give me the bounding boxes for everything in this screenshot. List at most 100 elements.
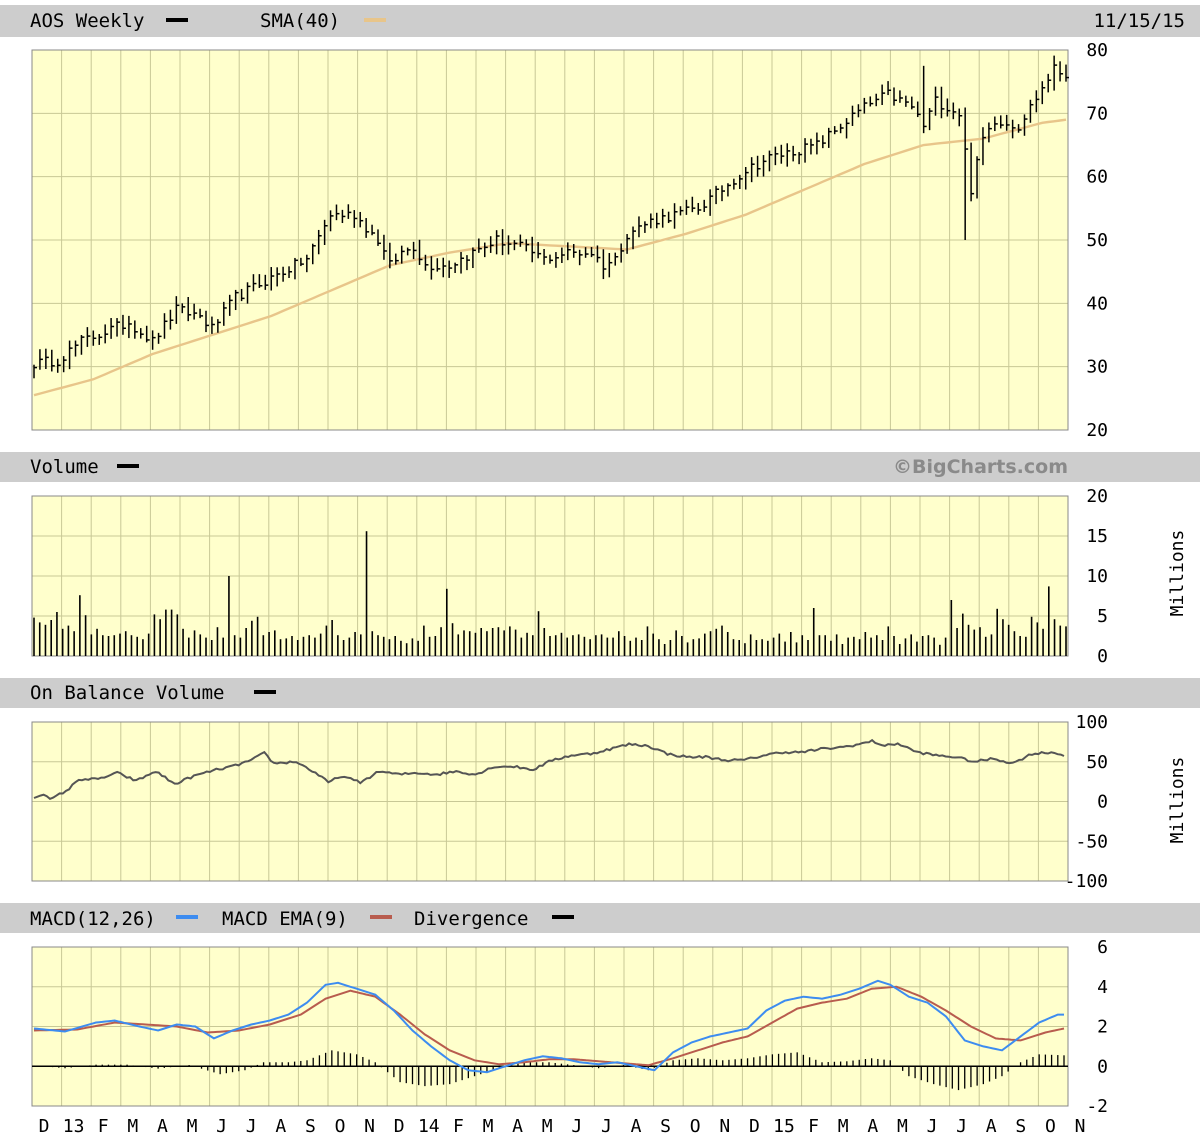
price-bar [1029,99,1034,123]
price-bar [507,235,512,255]
price-panel: 80 70 60 50 40 30 20 [31,40,1108,441]
price-bar [62,356,67,373]
price-bar [899,90,903,103]
x-tick-label: M [483,1116,494,1137]
price-bar [145,325,150,343]
price-bar [294,257,298,280]
price-bar [98,333,103,345]
x-tick-label: A [275,1116,286,1137]
obv-y-tick-label: 100 [1075,712,1108,733]
price-bar [80,335,85,355]
x-tick-label: O [1045,1116,1056,1137]
price-bar [744,167,749,190]
x-axis-labels: D 13 F M A M J J A S O N D 14 F M A M J J A S O N D 15 F M A M J J A S O N [39,1116,1086,1137]
macd-legend-swatch [176,915,198,919]
price-bar [644,221,648,233]
price-bar [1005,114,1010,131]
price-bar [863,97,868,114]
volume-units-label: Millions [1167,530,1188,617]
x-tick-label: A [512,1116,523,1137]
x-tick-label: O [335,1116,346,1137]
price-y-tick-label: 30 [1086,357,1108,378]
price-bar [905,95,909,107]
price-bar [982,127,986,166]
price-bar [733,178,737,190]
sma-legend-label: SMA(40) [260,10,340,32]
price-bar [911,96,915,110]
price-y-tick-label: 60 [1086,167,1108,188]
price-bar [472,247,476,269]
price-bar [774,146,779,166]
price-bar [45,348,49,369]
price-bar [365,218,370,238]
price-bar [614,252,619,266]
price-bar [970,142,975,202]
macd-header-title: MACD(12,26) [30,908,156,930]
x-tick-label: O [690,1116,701,1137]
price-bar [685,199,690,215]
x-tick-label: N [719,1116,730,1137]
price-bar [721,185,725,202]
price-bar [406,247,411,256]
price-bar [341,209,346,224]
price-bar [484,242,488,258]
x-tick-label: J [927,1116,938,1137]
x-tick-label: A [631,1116,642,1137]
price-y-tick-label: 80 [1086,40,1108,61]
x-tick-label: A [986,1116,997,1137]
obv-y-tick-label: 50 [1086,752,1108,773]
volume-y-tick-label: 0 [1097,646,1108,667]
price-bar [323,219,328,245]
x-tick-label: D [394,1116,405,1137]
obv-units-label: Millions [1167,757,1188,844]
price-bar [786,143,791,167]
volume-y-tick-label: 15 [1086,526,1108,547]
price-bar [205,310,209,333]
macd-ema-legend-swatch [370,915,392,919]
price-header-bar [0,5,1200,37]
price-bar [691,196,696,213]
price-bar [252,274,257,292]
volume-y-tick-label: 20 [1086,486,1108,507]
price-bar [175,296,180,324]
price-bar [454,262,459,273]
divergence-legend-swatch [552,915,574,919]
macd-panel: 6 4 2 0 -2 [31,937,1108,1117]
price-bar [110,318,115,339]
price-bar [768,150,773,172]
x-tick-label: S [305,1116,316,1137]
x-tick-label: M [127,1116,138,1137]
x-tick-label: 15 [773,1116,795,1137]
price-y-tick-label: 70 [1086,103,1108,124]
price-bar [584,247,589,258]
x-tick-label: S [660,1116,671,1137]
price-bar [875,93,880,107]
price-bar [264,274,269,290]
price-bar [750,157,755,183]
price-bar [377,229,381,246]
price-bar [667,211,672,224]
x-tick-label: 13 [63,1116,85,1137]
price-bar [217,319,221,333]
price-bar [620,243,625,263]
price-bar [228,294,233,316]
price-bar [739,174,743,190]
x-tick-label: F [808,1116,819,1137]
price-bar [193,303,198,320]
price-bar [430,256,435,280]
price-bar [1053,55,1058,91]
divergence-legend-label: Divergence [414,908,528,930]
price-bars [33,55,1069,379]
price-bar [976,156,981,199]
x-tick-label: D [39,1116,50,1137]
obv-legend-swatch [254,690,276,694]
price-bar [68,340,73,370]
price-bar [86,327,91,347]
price-bar [74,340,79,357]
price-bar [1065,64,1069,82]
obv-header-title: On Balance Volume [30,682,224,704]
obv-y-tick-label: 0 [1097,792,1108,813]
x-tick-label: M [838,1116,849,1137]
price-bar [335,204,340,221]
price-bar [697,202,702,215]
